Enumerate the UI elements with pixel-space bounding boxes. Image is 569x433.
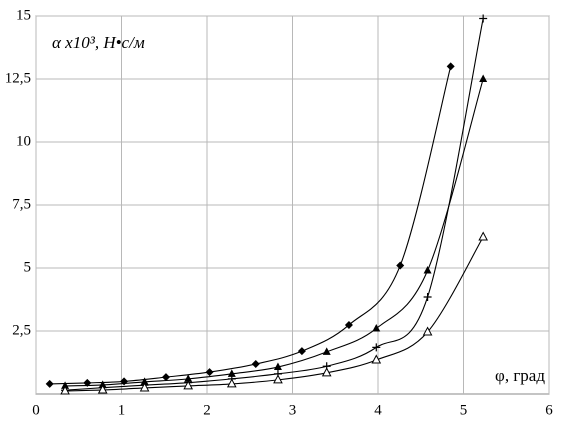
- y-axis-label: α x10³, Н•с/м: [52, 33, 145, 52]
- marker: [297, 347, 306, 356]
- marker: [423, 292, 432, 301]
- x-tick-label: 4: [374, 402, 382, 418]
- marker: [251, 360, 260, 369]
- marker: [371, 354, 382, 364]
- x-tick-label: 1: [118, 402, 126, 418]
- marker: [372, 323, 381, 332]
- series-line: [65, 236, 484, 392]
- marker: [322, 347, 331, 355]
- marker: [446, 62, 455, 71]
- marker: [273, 362, 282, 371]
- y-tick-label: 10: [16, 133, 31, 149]
- marker: [161, 373, 170, 382]
- x-axis-label: φ, град: [495, 366, 545, 385]
- y-tick-label: 2,5: [12, 322, 31, 338]
- x-tick-label: 3: [289, 402, 297, 418]
- marker: [227, 369, 236, 377]
- y-tick-label: 12,5: [5, 70, 31, 86]
- marker: [478, 231, 488, 241]
- y-tick-label: 5: [24, 259, 32, 275]
- marker: [479, 14, 488, 23]
- marker: [61, 381, 70, 389]
- marker: [184, 374, 193, 382]
- marker: [226, 378, 237, 388]
- marker: [321, 367, 332, 377]
- marker: [183, 380, 194, 390]
- marker: [422, 326, 433, 336]
- marker: [273, 374, 283, 384]
- marker: [97, 384, 108, 394]
- y-tick-label: 15: [16, 7, 31, 23]
- marker: [344, 320, 353, 329]
- y-tick-label: 7,5: [12, 196, 31, 212]
- marker: [139, 382, 150, 392]
- x-tick-label: 5: [460, 402, 468, 418]
- x-tick-label: 2: [203, 402, 211, 418]
- marker: [140, 377, 149, 385]
- marker: [60, 385, 70, 395]
- x-tick-label: 0: [32, 402, 40, 418]
- marker: [205, 368, 214, 377]
- x-tick-label: 6: [545, 402, 553, 418]
- marker: [396, 261, 405, 270]
- marker: [479, 74, 488, 82]
- marker: [423, 266, 432, 274]
- marker: [372, 343, 381, 352]
- marker: [45, 379, 54, 388]
